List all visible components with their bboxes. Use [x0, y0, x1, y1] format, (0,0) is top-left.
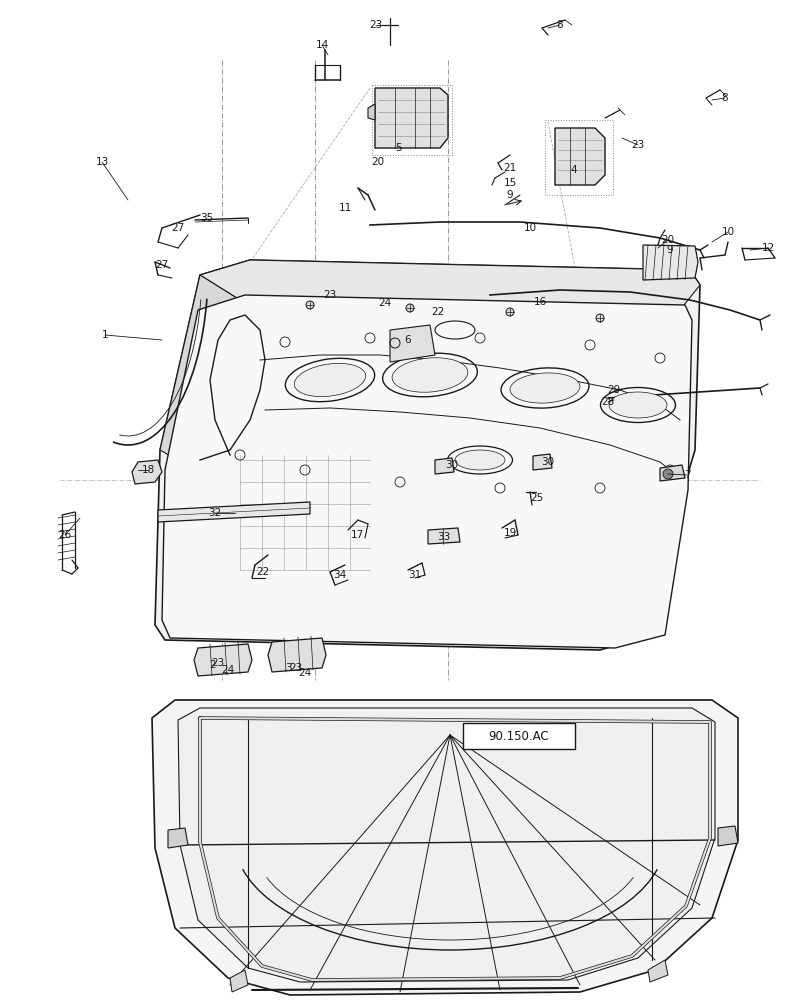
Polygon shape	[194, 644, 252, 676]
Polygon shape	[268, 638, 326, 672]
Circle shape	[663, 469, 673, 479]
Ellipse shape	[294, 363, 366, 397]
Text: 15: 15	[503, 178, 516, 188]
Text: 10: 10	[722, 227, 734, 237]
Text: 24: 24	[378, 298, 392, 308]
Text: 9: 9	[507, 190, 513, 200]
Circle shape	[306, 301, 314, 309]
Text: 23: 23	[212, 658, 225, 668]
Text: 4: 4	[570, 165, 577, 175]
Text: 8: 8	[557, 20, 563, 30]
Text: 1: 1	[102, 330, 108, 340]
Text: 30: 30	[541, 457, 554, 467]
Text: 23: 23	[631, 140, 645, 150]
Polygon shape	[555, 128, 605, 185]
Polygon shape	[200, 260, 700, 310]
Polygon shape	[648, 960, 668, 982]
Polygon shape	[230, 970, 248, 992]
Ellipse shape	[455, 450, 505, 470]
Text: 5: 5	[396, 143, 402, 153]
Text: 29: 29	[608, 385, 621, 395]
Text: 34: 34	[334, 570, 347, 580]
Text: 27: 27	[171, 223, 184, 233]
Polygon shape	[533, 454, 552, 470]
Text: 17: 17	[351, 530, 364, 540]
Polygon shape	[435, 458, 454, 474]
Polygon shape	[132, 460, 162, 484]
Text: 22: 22	[431, 307, 444, 317]
Text: 22: 22	[256, 567, 270, 577]
Text: 3: 3	[284, 663, 292, 673]
Circle shape	[596, 314, 604, 322]
Text: 20: 20	[372, 157, 385, 167]
Polygon shape	[152, 700, 738, 995]
Text: 20: 20	[662, 235, 675, 245]
Text: 10: 10	[524, 223, 537, 233]
Polygon shape	[168, 828, 188, 848]
Polygon shape	[660, 465, 685, 481]
Polygon shape	[390, 325, 435, 362]
Polygon shape	[178, 708, 715, 982]
Text: 33: 33	[437, 532, 451, 542]
Text: 18: 18	[141, 465, 154, 475]
Circle shape	[506, 308, 514, 316]
Text: 30: 30	[445, 460, 459, 470]
Polygon shape	[155, 260, 700, 650]
Polygon shape	[160, 275, 240, 470]
Text: 7: 7	[684, 470, 690, 480]
Polygon shape	[718, 826, 738, 846]
Text: 26: 26	[58, 530, 72, 540]
Text: 90.150.AC: 90.150.AC	[489, 730, 549, 742]
Polygon shape	[643, 245, 698, 280]
Polygon shape	[158, 502, 310, 522]
Text: 6: 6	[405, 335, 411, 345]
Ellipse shape	[510, 373, 580, 403]
Text: 28: 28	[601, 397, 615, 407]
Text: 35: 35	[200, 213, 213, 223]
Text: 2: 2	[210, 660, 217, 670]
Text: 32: 32	[208, 508, 221, 518]
Text: 21: 21	[503, 163, 516, 173]
Text: 23: 23	[289, 663, 303, 673]
Polygon shape	[162, 295, 692, 648]
Text: 23: 23	[323, 290, 337, 300]
Text: 24: 24	[298, 668, 312, 678]
Text: 11: 11	[339, 203, 351, 213]
Text: 9: 9	[667, 245, 673, 255]
Text: 19: 19	[503, 528, 516, 538]
Text: 31: 31	[408, 570, 422, 580]
Text: 13: 13	[95, 157, 108, 167]
Text: 12: 12	[761, 243, 775, 253]
Text: 27: 27	[155, 260, 169, 270]
Text: 23: 23	[369, 20, 383, 30]
Ellipse shape	[609, 392, 667, 418]
Text: 16: 16	[533, 297, 547, 307]
Text: 14: 14	[315, 40, 329, 50]
Text: 8: 8	[722, 93, 728, 103]
FancyBboxPatch shape	[463, 723, 575, 749]
Circle shape	[406, 304, 414, 312]
Ellipse shape	[392, 358, 468, 392]
Polygon shape	[368, 104, 375, 120]
Polygon shape	[428, 528, 460, 544]
Text: 25: 25	[530, 493, 544, 503]
Text: 24: 24	[221, 665, 234, 675]
Polygon shape	[375, 88, 448, 148]
